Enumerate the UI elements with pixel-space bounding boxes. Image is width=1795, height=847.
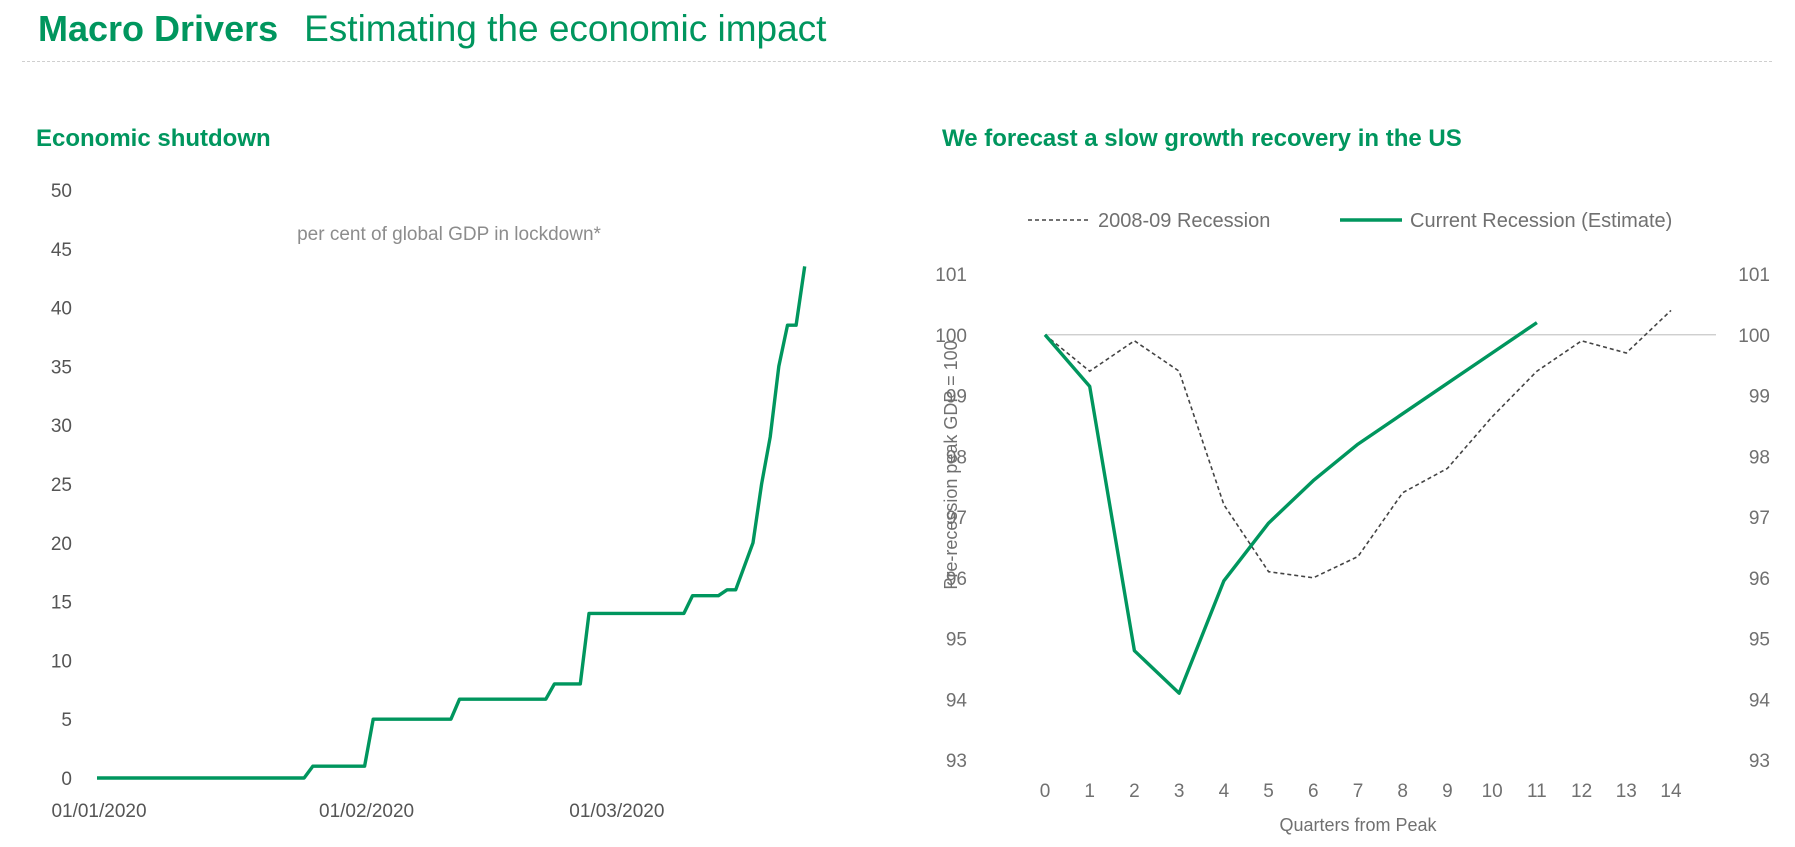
y-tick-label-left: 98 [946, 447, 967, 468]
y-tick-label-left: 99 [946, 387, 967, 408]
x-tick-label: 10 [1482, 781, 1503, 802]
y-axis-label: Pre-recession peak GDP = 100 [941, 340, 961, 589]
y-tick-label-right: 95 [1749, 630, 1770, 651]
y-tick-label: 5 [61, 710, 72, 731]
y-axis-left: 93 94 95 96 97 98 99 100 101 [935, 265, 967, 772]
y-tick-label-left: 97 [946, 508, 967, 529]
y-tick-label: 50 [51, 181, 72, 202]
x-tick-label: 12 [1571, 781, 1592, 802]
x-tick-label: 01/02/2020 [319, 801, 414, 822]
chart-annotation: per cent of global GDP in lockdown* [297, 224, 601, 245]
y-tick-label: 40 [51, 299, 72, 320]
economic-shutdown-chart: per cent of global GDP in lockdown* 0 5 10… [51, 181, 807, 822]
y-tick-label: 0 [61, 769, 72, 790]
y-tick-label-right: 94 [1749, 690, 1771, 711]
x-tick-label: 5 [1263, 781, 1274, 802]
y-axis-right: 93 94 95 96 97 98 99 100 101 [1738, 265, 1770, 772]
x-tick-label: 01/03/2020 [569, 801, 664, 822]
us-recovery-chart: 2008-09 Recession Current Recession (Est… [935, 210, 1770, 835]
y-tick-label-right: 96 [1749, 569, 1770, 590]
page-header: Macro Drivers Estimating the economic imp… [38, 8, 826, 58]
y-tick-label-right: 93 [1749, 751, 1770, 772]
y-tick-label-left: 96 [946, 569, 967, 590]
x-tick-label: 3 [1174, 781, 1185, 802]
x-tick-label: 01/01/2020 [51, 801, 146, 822]
x-axis: 0 1 2 3 4 5 6 7 8 9 10 11 12 13 14 [1040, 781, 1682, 802]
legend-label-2008: 2008-09 Recession [1098, 210, 1270, 232]
x-tick-label: 7 [1353, 781, 1364, 802]
y-tick-label: 10 [51, 651, 72, 672]
x-tick-label: 13 [1616, 781, 1637, 802]
header-divider [22, 61, 1772, 62]
x-tick-label: 14 [1660, 781, 1682, 802]
legend-label-current: Current Recession (Estimate) [1410, 210, 1672, 232]
y-tick-label-right: 97 [1749, 508, 1770, 529]
y-tick-label-left: 93 [946, 751, 967, 772]
y-axis: 0 5 10 15 20 25 30 35 40 45 50 [51, 181, 72, 790]
x-tick-label: 11 [1527, 781, 1547, 802]
y-tick-label: 15 [51, 593, 72, 614]
y-tick-label-left: 94 [946, 690, 968, 711]
page-title: Macro Drivers [38, 8, 279, 49]
right-chart-title: We forecast a slow growth recovery in th… [942, 125, 1462, 152]
left-chart-title: Economic shutdown [36, 125, 271, 152]
legend: 2008-09 Recession Current Recession (Est… [1028, 210, 1672, 232]
y-tick-label: 35 [51, 357, 72, 378]
x-tick-label: 9 [1442, 781, 1453, 802]
x-tick-label: 1 [1084, 781, 1095, 802]
y-tick-label: 20 [51, 534, 72, 555]
lockdown-series-line [97, 266, 807, 780]
x-axis: 01/01/2020 01/02/2020 01/03/2020 [51, 801, 664, 822]
series-line-2008-recession [1044, 309, 1672, 579]
x-tick-label: 4 [1219, 781, 1230, 802]
y-tick-label-right: 100 [1738, 326, 1770, 347]
page-subtitle: Estimating the economic impact [304, 8, 827, 49]
x-tick-label: 2 [1129, 781, 1140, 802]
x-tick-label: 8 [1397, 781, 1408, 802]
y-tick-label-right: 98 [1749, 447, 1770, 468]
y-tick-label: 30 [51, 416, 72, 437]
y-tick-label: 25 [51, 475, 72, 496]
y-tick-label-right: 99 [1749, 387, 1770, 408]
y-tick-label-left: 101 [935, 265, 967, 286]
x-axis-label: Quarters from Peak [1279, 815, 1437, 835]
x-tick-label: 0 [1040, 781, 1051, 802]
y-tick-label-left: 100 [935, 326, 967, 347]
series-line-current-recession [1043, 321, 1538, 695]
y-tick-label: 45 [51, 240, 72, 261]
y-tick-label-left: 95 [946, 630, 967, 651]
x-tick-label: 6 [1308, 781, 1319, 802]
y-tick-label-right: 101 [1738, 265, 1770, 286]
